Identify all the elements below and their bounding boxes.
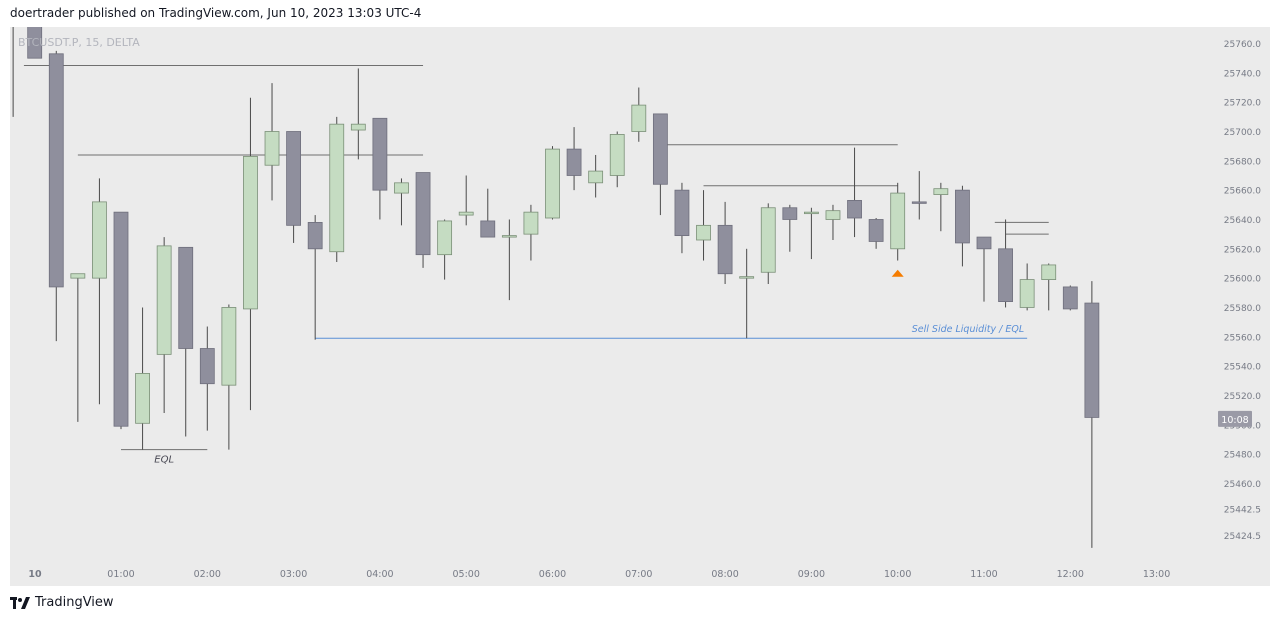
bullish-candle[interactable] (890, 192, 906, 250)
bullish-candle[interactable] (501, 235, 517, 238)
bullish-candle[interactable] (523, 211, 539, 235)
y-axis-tick-label: 25620.0 (1224, 245, 1261, 255)
sell-side-liquidity-label: Sell Side Liquidity / EQL (912, 324, 1024, 335)
x-axis-tick-label: 05:00 (453, 569, 480, 580)
bullish-candle[interactable] (156, 245, 172, 355)
bearish-candle[interactable] (717, 224, 733, 275)
x-axis-tick-label: 01:00 (107, 569, 134, 580)
x-axis-tick-label: 13:00 (1143, 569, 1170, 580)
y-axis-tick-label: 25560.0 (1224, 333, 1261, 343)
bearish-candle[interactable] (652, 113, 668, 185)
bearish-candle[interactable] (868, 219, 884, 242)
bearish-candle[interactable] (307, 222, 323, 250)
bullish-candle[interactable] (437, 220, 453, 256)
price-label-text: 10:08 (1221, 415, 1248, 426)
y-axis-tick-label: 25520.0 (1224, 392, 1261, 402)
x-axis-tick-label: 07:00 (625, 569, 652, 580)
bearish-candle[interactable] (1084, 302, 1100, 418)
bullish-candle[interactable] (243, 156, 258, 310)
bullish-candle[interactable] (825, 210, 841, 220)
x-axis-tick-label: 06:00 (539, 569, 566, 580)
chart-frame[interactable]: BTCUSDT.P, 15, DELTA EQL Sell Side Liquidi… (10, 27, 1270, 586)
symbol-label: BTCUSDT.P, 15, DELTA (18, 36, 140, 49)
bullish-candle[interactable] (1041, 264, 1057, 280)
x-axis-tick-label: 02:00 (194, 569, 221, 580)
y-axis-tick-label: 25600.0 (1224, 275, 1261, 285)
bearish-candle[interactable] (955, 189, 970, 244)
y-axis-tick-label: 25640.0 (1224, 216, 1261, 226)
bearish-candle[interactable] (113, 211, 129, 427)
price-label-badge (1218, 410, 1252, 427)
bullish-candle[interactable] (760, 207, 776, 273)
bearish-candle[interactable] (911, 201, 927, 204)
x-axis-tick-label: 11:00 (970, 569, 997, 580)
bearish-candle[interactable] (27, 27, 43, 59)
bullish-candle[interactable] (804, 211, 819, 215)
bullish-candle[interactable] (588, 170, 604, 184)
x-axis-tick-label: 08:00 (711, 569, 738, 580)
bearish-candle[interactable] (566, 148, 582, 176)
bullish-candle[interactable] (264, 131, 280, 166)
header-text: doertrader published on TradingView.com,… (10, 6, 422, 20)
bearish-candle[interactable] (480, 220, 496, 238)
chart-header: doertrader published on TradingView.com,… (10, 6, 421, 20)
y-axis-tick-label: 25540.0 (1224, 363, 1261, 373)
candlestick-chart[interactable]: BTCUSDT.P, 15, DELTA EQL Sell Side Liquidi… (10, 27, 1270, 586)
bearish-candle[interactable] (199, 348, 215, 385)
eql-label: EQL (154, 455, 174, 466)
bullish-candle[interactable] (221, 307, 237, 386)
bullish-candle[interactable] (739, 276, 755, 279)
y-axis-tick-label: 25700.0 (1224, 128, 1261, 138)
bullish-candle[interactable] (458, 211, 474, 216)
bearish-candle[interactable] (976, 236, 992, 250)
y-axis-tick-label: 25580.0 (1224, 304, 1261, 314)
signal-arrow-up-icon (891, 269, 904, 277)
y-axis-tick-label: 25740.0 (1224, 69, 1261, 79)
bullish-candle[interactable] (609, 134, 625, 176)
bearish-candle[interactable] (415, 172, 431, 256)
tradingview-logo-icon (10, 596, 30, 609)
bullish-candle[interactable] (631, 104, 647, 132)
y-axis-tick-label: 25442.5 (1224, 506, 1261, 516)
x-axis-tick-label: 09:00 (798, 569, 825, 580)
bearish-candle[interactable] (998, 248, 1013, 302)
x-axis-tick-label: 10 (28, 569, 42, 580)
bearish-candle[interactable] (372, 117, 388, 191)
bullish-candle[interactable] (329, 123, 345, 253)
bullish-candle[interactable] (933, 188, 949, 195)
x-axis-tick-label: 04:00 (366, 569, 393, 580)
bullish-candle[interactable] (696, 224, 711, 241)
bearish-candle[interactable] (48, 53, 64, 288)
y-axis-tick-label: 25680.0 (1224, 157, 1261, 167)
bullish-candle[interactable] (1019, 279, 1035, 308)
y-axis-tick-label: 25480.0 (1224, 451, 1261, 461)
bearish-candle[interactable] (674, 189, 690, 237)
bullish-candle[interactable] (545, 148, 560, 219)
bullish-candle[interactable] (70, 273, 86, 279)
bearish-candle[interactable] (286, 131, 302, 226)
bullish-candle[interactable] (135, 373, 150, 424)
footer-brand-label: TradingView (35, 595, 114, 610)
x-axis-tick-label: 12:00 (1057, 569, 1084, 580)
y-axis-tick-label: 25660.0 (1224, 187, 1261, 197)
y-axis-tick-label: 25460.0 (1224, 480, 1261, 490)
bullish-candle[interactable] (394, 182, 409, 194)
bearish-candle[interactable] (782, 207, 798, 220)
bullish-candle[interactable] (350, 123, 366, 131)
y-axis-tick-label: 25720.0 (1224, 99, 1261, 109)
x-axis-tick-label: 03:00 (280, 569, 307, 580)
plot-area[interactable] (10, 27, 1100, 548)
x-axis-tick-label: 10:00 (884, 569, 911, 580)
y-axis-tick-label: 25760.0 (1224, 40, 1261, 50)
y-axis-tick-label: 25424.5 (1224, 532, 1261, 542)
footer-brand: TradingView (10, 595, 114, 610)
bearish-candle[interactable] (1062, 286, 1078, 310)
bullish-candle[interactable] (92, 201, 107, 279)
bearish-candle[interactable] (178, 246, 194, 349)
bearish-candle[interactable] (847, 200, 862, 219)
